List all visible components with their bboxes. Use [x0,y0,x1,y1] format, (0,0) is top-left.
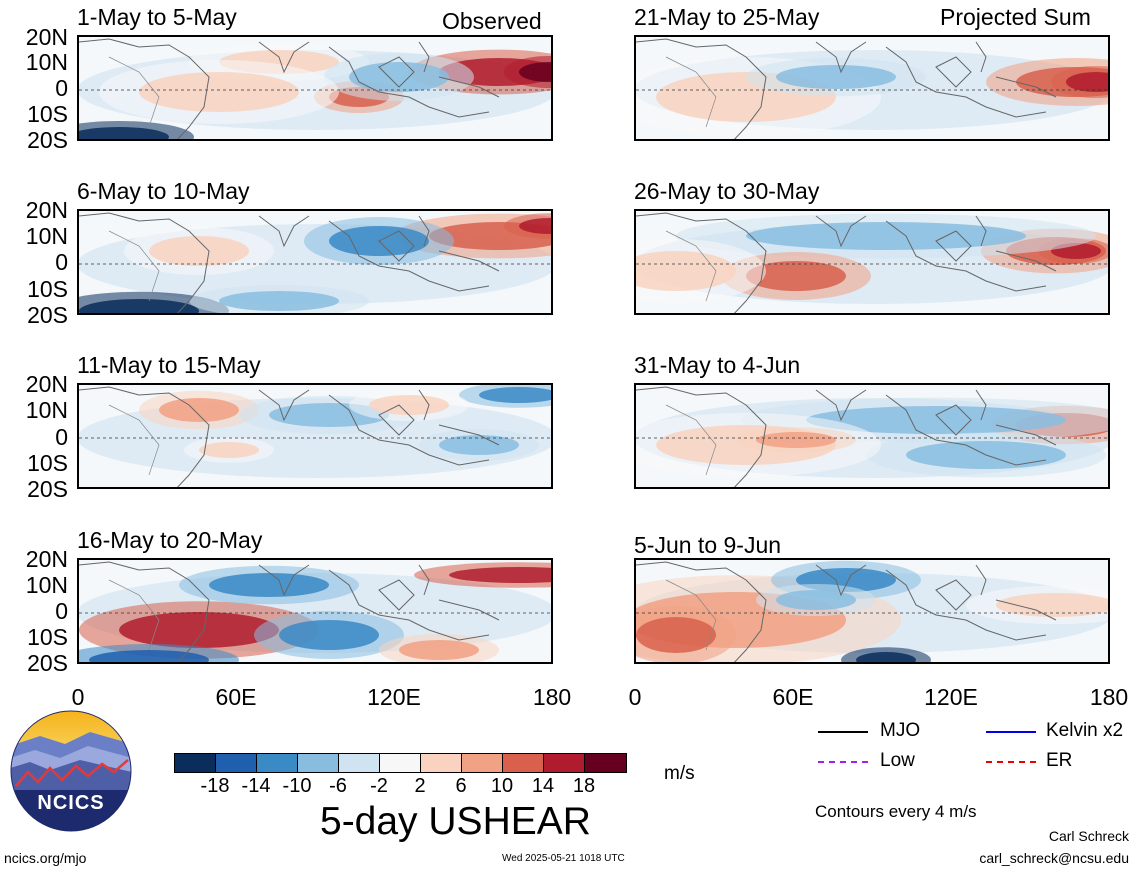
lat-label: 20S [27,476,68,502]
lon-label: 60E [772,684,814,710]
footer-url[interactable]: ncics.org/mjo [4,850,87,866]
colorbar-tick-label: 10 [490,775,514,797]
colorbar-tick-label: -2 [370,775,388,797]
lat-label: 10S [27,624,68,650]
observed-label: Observed [442,8,542,34]
units-label: m/s [664,763,695,784]
map-panel-observed-3 [77,383,553,489]
colorbar [174,753,627,773]
lat-label: 0 [55,598,68,624]
lat-label: 10S [27,450,68,476]
panel-title-projected-1: 21-May to 25-May [634,4,820,30]
lat-label: 20N [25,371,68,397]
lat-label: 0 [55,424,68,450]
lat-label: 20N [25,24,68,50]
lat-label: 10N [25,49,68,75]
colorbar-swatch [257,754,298,772]
lon-label: 60E [215,684,257,710]
lat-label: 20N [25,197,68,223]
lon-label: 120E [367,684,421,710]
legend-low-label: Low [880,750,915,771]
lon-label: 180 [1089,684,1129,710]
projected-sum-label: Projected Sum [940,4,1091,30]
colorbar-swatch [421,754,462,772]
ncics-logo: NCICS [10,710,132,832]
footer-author: Carl Schreck [1048,828,1129,844]
logo-text: NCICS [37,792,105,814]
map-panel-observed-2 [77,209,553,315]
colorbar-swatch [462,754,503,772]
panel-title-observed-4: 16-May to 20-May [77,527,263,553]
lon-label: 0 [628,684,642,710]
colorbar-swatch [298,754,339,772]
main-title: 5-day USHEAR [320,800,591,843]
map-panel-projected-1 [634,35,1110,141]
colorbar-tick-label: -10 [282,775,312,797]
legend-kelvin-line [986,731,1036,733]
colorbar-tick-label: 18 [572,775,596,797]
colorbar-swatch [380,754,421,772]
lon-label: 120E [924,684,978,710]
colorbar-tick-label: -6 [329,775,347,797]
lat-label: 0 [55,75,68,101]
lat-label: 0 [55,249,68,275]
colorbar-tick-label: -14 [241,775,271,797]
legend-mjo-label: MJO [880,720,921,741]
panel-title-projected-2: 26-May to 30-May [634,178,820,204]
lat-label: 20S [27,650,68,676]
colorbar-tick-label: -18 [200,775,230,797]
legend-kelvin-label: Kelvin x2 [1046,720,1124,741]
colorbar-tick-label: 2 [414,775,426,797]
legend-er-line [986,761,1036,763]
colorbar-swatch [339,754,380,772]
lat-label: 20N [25,546,68,572]
lon-label: 0 [71,684,85,710]
lat-label: 10S [27,276,68,302]
colorbar-swatch [544,754,585,772]
map-panel-projected-4 [634,558,1110,664]
footer-email[interactable]: carl_schreck@ncsu.edu [979,850,1129,866]
lat-label: 10N [25,223,68,249]
legend-low-line [818,761,868,763]
colorbar-tick-label: 14 [531,775,555,797]
colorbar-swatch [585,754,626,772]
map-panel-observed-1 [77,35,553,141]
colorbar-tick-label: 6 [455,775,467,797]
panel-title-observed-1: 1-May to 5-May [77,4,237,30]
map-panel-projected-2 [634,209,1110,315]
panel-title-observed-3: 11-May to 15-May [77,352,261,378]
map-panel-observed-4 [77,558,553,664]
lon-label: 180 [532,684,572,710]
panel-title-observed-2: 6-May to 10-May [77,178,250,204]
legend-mjo-line [818,731,868,733]
colorbar-swatch [216,754,257,772]
panel-title-projected-3: 31-May to 4-Jun [634,352,801,378]
colorbar-swatch [175,754,216,772]
lat-label: 20S [27,302,68,328]
lat-label: 10S [27,101,68,127]
contours-note: Contours every 4 m/s [815,802,977,821]
lat-label: 20S [27,127,68,153]
panel-title-projected-4: 5-Jun to 9-Jun [634,532,782,558]
lat-label: 10N [25,572,68,598]
map-panel-projected-3 [634,383,1110,489]
footer-timestamp: Wed 2025-05-21 1018 UTC [502,853,625,864]
colorbar-swatch [503,754,544,772]
lat-label: 10N [25,397,68,423]
legend-er-label: ER [1046,750,1073,771]
